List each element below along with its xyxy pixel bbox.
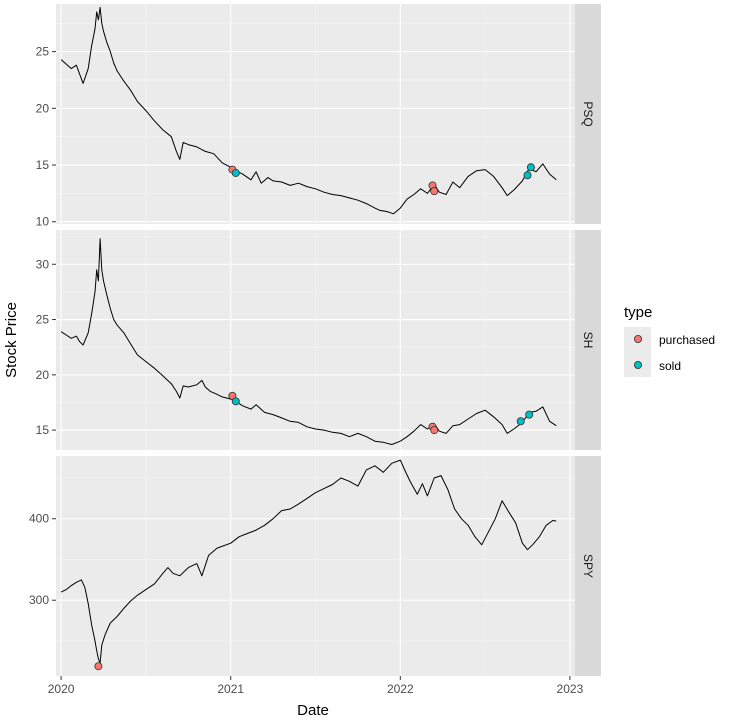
facet-strip-label: SH bbox=[581, 332, 595, 349]
panel-sh: 15 20 25 30 SH bbox=[36, 230, 601, 450]
y-tick-label: 30 bbox=[36, 257, 50, 271]
legend-key-purchased bbox=[633, 334, 642, 343]
y-tick-label: 300 bbox=[29, 593, 49, 607]
facet-strip-label: SPY bbox=[581, 554, 595, 578]
sold-point bbox=[526, 163, 535, 172]
sold-point bbox=[231, 397, 240, 406]
y-tick-label: 15 bbox=[36, 158, 50, 172]
sold-point bbox=[523, 171, 532, 180]
y-axis-title: Stock Price bbox=[3, 302, 20, 378]
x-axis: 2020 2021 2022 2023 bbox=[48, 676, 584, 696]
y-tick-label: 25 bbox=[36, 313, 50, 327]
sold-point bbox=[231, 168, 240, 177]
legend-key-sold bbox=[633, 360, 642, 369]
y-tick-label: 15 bbox=[36, 423, 50, 437]
legend-label-sold: sold bbox=[659, 359, 681, 373]
x-axis-title: Date bbox=[297, 702, 329, 719]
purchased-point bbox=[430, 187, 439, 196]
facet-strip bbox=[575, 4, 601, 224]
legend-title: type bbox=[624, 304, 652, 321]
purchased-point bbox=[430, 426, 439, 435]
legend-label-purchased: purchased bbox=[659, 333, 715, 347]
y-tick-label: 400 bbox=[29, 512, 49, 526]
price-line-spy bbox=[60, 459, 557, 664]
y-tick-label: 20 bbox=[36, 101, 50, 115]
panel-psq: 10 15 20 25 PSQ bbox=[36, 4, 601, 229]
panel-spy: 300 400 SPY bbox=[29, 456, 601, 676]
price-line-sh bbox=[60, 238, 557, 445]
facet-strip bbox=[575, 456, 601, 676]
price-line-psq bbox=[60, 6, 557, 215]
x-tick-label: 2020 bbox=[48, 682, 75, 696]
x-tick-label: 2021 bbox=[217, 682, 244, 696]
x-tick-label: 2022 bbox=[387, 682, 414, 696]
legend: type purchased sold bbox=[624, 304, 715, 377]
sold-point bbox=[516, 417, 525, 426]
y-tick-label: 25 bbox=[36, 45, 50, 59]
y-tick-label: 10 bbox=[36, 215, 50, 229]
y-tick-label: 20 bbox=[36, 368, 50, 382]
x-tick-label: 2023 bbox=[557, 682, 584, 696]
facet-strip-label: PSQ bbox=[581, 101, 595, 126]
facet-strip bbox=[575, 230, 601, 450]
sold-point bbox=[525, 410, 534, 419]
purchased-point bbox=[94, 662, 103, 671]
